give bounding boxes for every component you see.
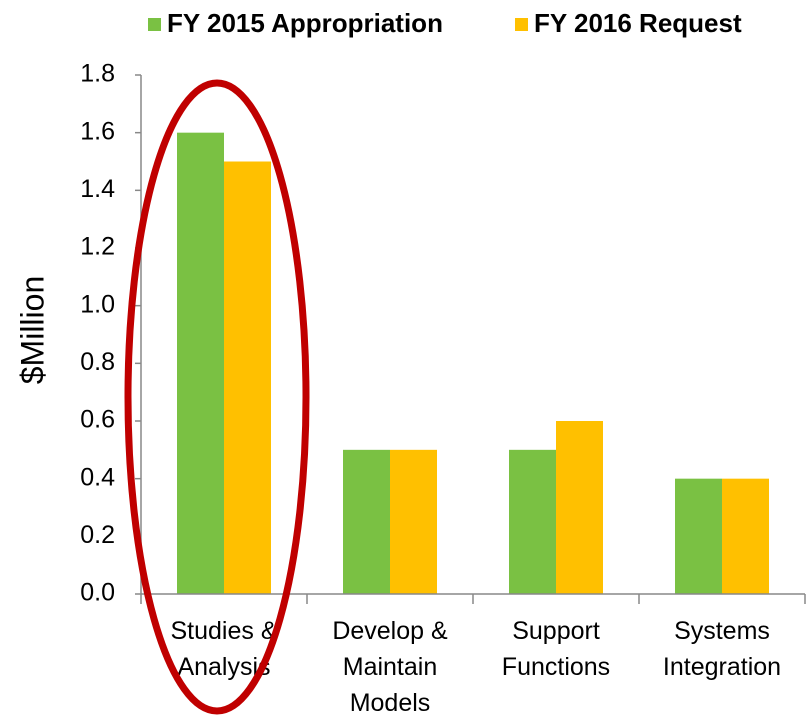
x-tick-label-line: Support bbox=[512, 617, 600, 645]
y-tick-label: 1.0 bbox=[80, 290, 115, 318]
y-tick-label: 0.6 bbox=[80, 406, 115, 434]
bar bbox=[390, 449, 437, 594]
x-tick-label-line: Develop & bbox=[332, 617, 448, 645]
legend-label: FY 2016 Request bbox=[534, 8, 742, 38]
bar bbox=[224, 161, 271, 594]
x-tick-label: Studies & Analysis bbox=[170, 617, 277, 681]
y-tick-label: 0.8 bbox=[80, 348, 115, 376]
y-tick-label: 0.4 bbox=[80, 463, 115, 491]
legend-swatch bbox=[515, 18, 528, 31]
x-tick-label-line: Integration bbox=[663, 653, 781, 681]
x-tick-label-line: Studies & bbox=[170, 617, 277, 645]
bar bbox=[722, 478, 769, 594]
bar bbox=[509, 449, 556, 594]
y-tick-label: 1.4 bbox=[80, 175, 115, 203]
x-tick-label-line: Functions bbox=[502, 653, 610, 681]
y-tick-label: 1.8 bbox=[80, 60, 115, 88]
bar bbox=[343, 449, 390, 594]
highlight-ellipse bbox=[124, 79, 310, 715]
bar bbox=[675, 478, 722, 594]
y-tick-label: 0.2 bbox=[80, 521, 115, 549]
x-tick-label: Develop & Maintain Models bbox=[332, 617, 448, 717]
y-tick-label: 0.0 bbox=[80, 579, 115, 607]
x-tick-label: Systems Integration bbox=[663, 617, 781, 681]
bar bbox=[556, 421, 603, 594]
x-tick-label: Support Functions bbox=[502, 617, 610, 681]
x-tick-label-line: Maintain bbox=[343, 653, 438, 681]
legend-swatch bbox=[148, 18, 161, 31]
x-tick-label-line: Systems bbox=[674, 617, 770, 645]
legend-label: FY 2015 Appropriation bbox=[167, 8, 443, 38]
y-axis-label: $Million bbox=[14, 276, 50, 384]
y-tick-label: 1.6 bbox=[80, 117, 115, 145]
y-tick-label: 1.2 bbox=[80, 233, 115, 261]
x-tick-label-line: Models bbox=[350, 689, 431, 717]
bar bbox=[177, 132, 224, 594]
